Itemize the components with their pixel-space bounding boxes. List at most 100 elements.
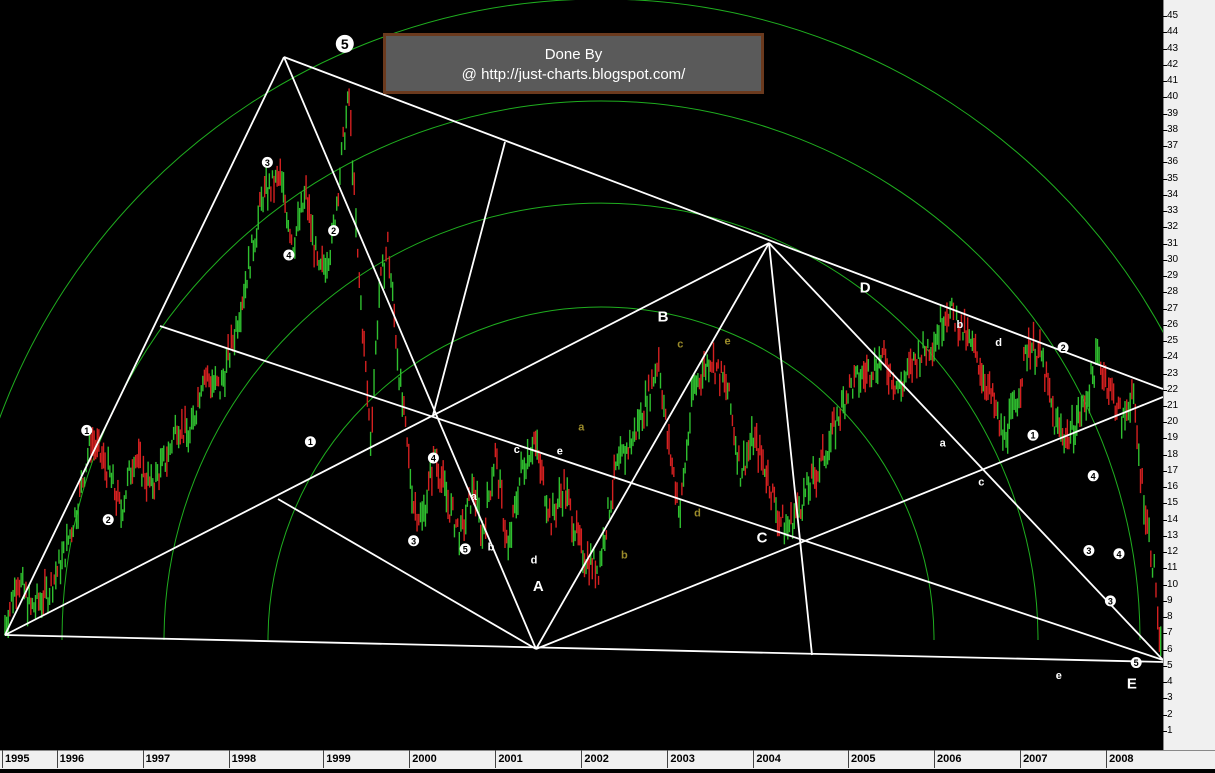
wave-marker-2 [102,514,114,526]
x-tick-mark-2007 [1020,750,1022,768]
wave-label-32: A [533,578,544,595]
wave-label-2: 2 [106,515,111,525]
y-tick-mark-31 [1163,243,1167,245]
wave-marker-5 [304,436,316,448]
trendline-2 [283,56,1164,390]
wave-label-12: 3 [1086,546,1091,556]
y-tick-mark-39 [1163,113,1167,115]
fib-arc-4 [0,0,1215,458]
y-tick-mark-44 [1163,32,1167,34]
trendline-3 [4,634,1164,663]
wave-marker-16 [1130,657,1142,669]
wave-label-17: a [471,491,478,503]
y-tick-label-16: 16 [1167,481,1179,493]
trendline-4 [283,56,537,650]
y-tick-label-35: 35 [1167,172,1179,184]
trendline-10 [768,242,1164,661]
y-tick-label-21: 21 [1167,399,1179,411]
wave-label-25: d [694,507,701,519]
y-tick-mark-26 [1163,324,1167,326]
y-tick-label-23: 23 [1167,367,1179,379]
y-tick-mark-32 [1163,227,1167,229]
wave-label-14: 3 [1108,596,1113,606]
y-tick-mark-20 [1163,422,1167,424]
y-tick-label-12: 12 [1167,546,1179,558]
y-tick-label-33: 33 [1167,205,1179,217]
y-tick-mark-33 [1163,211,1167,213]
wave-marker-0 [335,34,354,53]
y-tick-mark-45 [1163,16,1167,18]
fib-arc-2 [163,202,1039,641]
y-tick-label-20: 20 [1167,416,1179,428]
y-axis [1163,0,1215,750]
y-tick-mark-38 [1163,129,1167,131]
y-tick-label-43: 43 [1167,42,1179,54]
wave-label-22: a [578,421,585,433]
wave-label-13: 4 [1091,471,1096,481]
x-tick-mark-2002 [581,750,583,768]
x-tick-mark-2008 [1106,750,1108,768]
y-tick-label-34: 34 [1167,188,1179,200]
credit-line-2: @ http://just-charts.blogspot.com/ [461,66,686,83]
x-tick-mark-2003 [667,750,669,768]
y-tick-mark-41 [1163,81,1167,83]
y-tick-label-32: 32 [1167,221,1179,233]
wave-label-6: 2 [331,226,336,236]
y-tick-label-2: 2 [1167,708,1173,720]
wave-label-7: 3 [411,536,416,546]
trendline-11 [768,242,813,656]
wave-marker-9 [459,543,471,555]
wave-label-23: b [621,550,628,562]
wave-labels: 5 1 2 3 4 1 2 3 4 5 1 2 3 4 3 4 5 a b c d e a b c d e a b c d e A B C D E [81,34,1142,693]
wave-marker-3 [261,156,273,168]
y-tick-mark-3 [1163,698,1167,700]
y-tick-label-28: 28 [1167,286,1179,298]
x-tick-label-2003: 2003 [670,753,695,765]
wave-marker-14 [1104,595,1116,607]
y-tick-mark-43 [1163,48,1167,50]
wave-label-35: D [860,279,871,296]
wave-marker-10 [1027,429,1039,441]
y-tick-mark-21 [1163,405,1167,407]
y-tick-mark-30 [1163,259,1167,261]
y-tick-label-13: 13 [1167,529,1179,541]
x-tick-label-1995: 1995 [5,753,30,765]
wave-label-28: b [956,319,963,331]
y-tick-label-8: 8 [1167,611,1173,623]
trendline-6 [535,396,1164,650]
y-tick-label-1: 1 [1167,724,1173,736]
trendline-9 [159,325,1164,661]
y-tick-label-5: 5 [1167,659,1173,671]
x-tick-mark-2000 [409,750,411,768]
wave-marker-13 [1087,470,1099,482]
y-tick-label-39: 39 [1167,107,1179,119]
y-tick-mark-18 [1163,454,1167,456]
wave-label-36: E [1127,676,1137,693]
y-tick-mark-28 [1163,292,1167,294]
y-tick-mark-1 [1163,730,1167,732]
trendline-7 [4,242,770,636]
y-tick-label-11: 11 [1167,562,1178,574]
credit-line-1: Done By [544,46,603,63]
wave-label-8: 4 [431,453,436,463]
y-tick-mark-36 [1163,162,1167,164]
y-tick-mark-37 [1163,146,1167,148]
y-tick-label-42: 42 [1167,58,1179,70]
y-tick-label-44: 44 [1167,26,1179,38]
wave-label-31: e [1056,670,1062,682]
y-tick-label-45: 45 [1167,10,1179,22]
x-tick-mark-2001 [495,750,497,768]
x-tick-label-1998: 1998 [231,753,257,765]
credit-box: Done By @ http://just-charts.blogspot.co… [383,33,764,94]
y-tick-label-4: 4 [1167,676,1173,688]
y-tick-mark-34 [1163,194,1167,196]
y-tick-mark-4 [1163,682,1167,684]
wave-label-27: a [940,438,947,450]
y-tick-mark-29 [1163,276,1167,278]
x-tick-label-1997: 1997 [145,753,171,765]
trendline-12 [432,141,506,416]
wave-label-21: e [557,446,563,458]
price-bars [4,88,1162,657]
y-tick-mark-8 [1163,617,1167,619]
x-tick-label-2001: 2001 [498,753,523,765]
